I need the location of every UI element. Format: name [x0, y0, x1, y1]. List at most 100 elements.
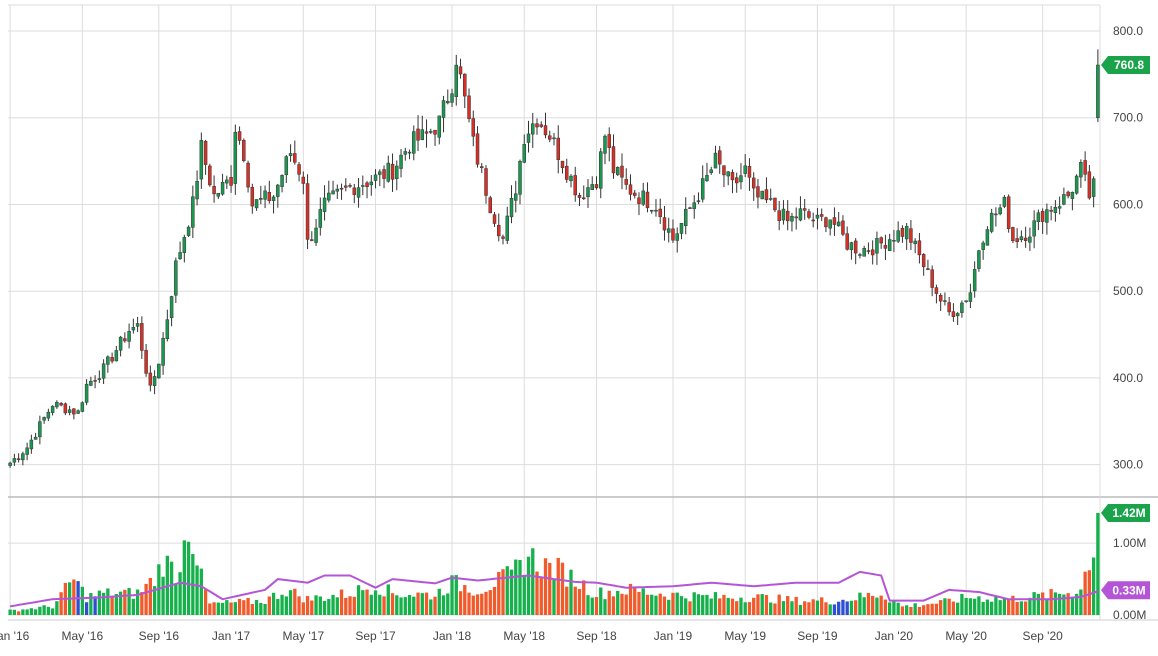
volume-bar: [84, 602, 89, 615]
volume-bar: [1083, 571, 1087, 615]
candle-body: [552, 137, 556, 140]
volume-bar: [331, 594, 335, 615]
candle-body: [1015, 238, 1019, 242]
volume-bar: [135, 589, 140, 615]
price-y-tick-label: 400.0: [1113, 371, 1143, 385]
volume-bar: [883, 599, 888, 615]
volume-bar: [1032, 592, 1036, 615]
volume-bar: [1091, 557, 1096, 615]
candle-body: [751, 177, 756, 189]
candle-body: [250, 187, 255, 207]
candle-body: [480, 166, 484, 168]
volume-bar: [849, 600, 854, 615]
candle-body: [985, 229, 990, 246]
volume-bar: [144, 583, 148, 615]
candle-body: [157, 363, 161, 379]
volume-bar: [934, 603, 939, 615]
candle-body: [989, 212, 994, 232]
volume-bar: [276, 599, 280, 615]
volume-bar: [603, 599, 607, 615]
volume-bar: [998, 600, 1002, 615]
candle-body: [790, 215, 794, 222]
candle-body: [853, 240, 858, 254]
candle-body: [565, 165, 569, 180]
volume-bar: [373, 590, 378, 615]
volume-bar: [305, 596, 310, 615]
volume-bar: [50, 608, 55, 615]
candle-body: [1006, 196, 1011, 230]
volume-bar: [662, 596, 667, 615]
candle-body: [38, 421, 42, 438]
candle-body: [514, 193, 518, 201]
volume-bar: [12, 609, 17, 615]
candle-body: [80, 402, 85, 412]
candle-body: [29, 439, 34, 450]
volume-bar: [866, 592, 871, 615]
volume-bar: [174, 583, 178, 615]
candle-body: [450, 93, 454, 103]
candle-body: [522, 144, 526, 163]
candle-body: [1032, 220, 1036, 237]
x-tick-label: May '16: [62, 629, 104, 643]
candle-body: [824, 217, 828, 228]
candle-body: [569, 175, 573, 182]
candle-body: [666, 228, 671, 233]
last-volume-badge-shape: [1101, 503, 1150, 522]
volume-bar: [344, 597, 348, 615]
candle-body: [1096, 64, 1100, 118]
candle-body: [586, 187, 590, 198]
candle-body: [220, 182, 225, 195]
candle-body: [433, 129, 437, 135]
candle-body: [1045, 209, 1049, 223]
volume-bar: [701, 595, 705, 615]
candle-body: [798, 208, 803, 221]
volume-bar: [195, 565, 199, 615]
volume-bar: [977, 596, 981, 615]
candle-body: [883, 245, 888, 249]
candle-body: [55, 401, 59, 408]
candle-body: [870, 249, 875, 256]
candle-body: [654, 209, 658, 212]
candle-body: [284, 156, 289, 176]
candle-body: [747, 166, 752, 178]
candle-body: [807, 211, 811, 218]
volume-bar: [773, 603, 777, 615]
candle-body: [352, 187, 357, 195]
volume-bar: [820, 597, 824, 615]
candle-body: [16, 458, 21, 460]
volume-bar: [705, 594, 709, 615]
candle-body: [692, 202, 696, 209]
volume-bar: [858, 592, 862, 615]
volume-y-axis: 0.00M 1.00M: [1113, 536, 1146, 622]
candle-body: [12, 458, 17, 463]
candle-body: [968, 292, 973, 302]
candle-body: [280, 175, 284, 187]
volume-bar: [896, 602, 900, 615]
candle-body: [174, 260, 178, 296]
volume-bar: [280, 594, 284, 615]
x-tick-label: May '18: [503, 629, 545, 643]
candle-body: [446, 100, 450, 104]
candle-body: [301, 176, 306, 184]
volume-bar: [271, 592, 276, 615]
candle-body: [165, 319, 170, 340]
volume-bar: [407, 595, 412, 615]
candle-body: [688, 207, 692, 209]
candle-body: [607, 134, 611, 148]
candle-body: [582, 197, 586, 200]
volume-bar: [55, 601, 59, 615]
candle-body: [628, 184, 633, 195]
candle-body: [437, 115, 442, 138]
candle-body: [526, 133, 531, 143]
candle-body: [994, 213, 998, 216]
price-y-tick-label: 800.0: [1113, 24, 1143, 38]
candle-body: [407, 151, 412, 154]
candle-body: [21, 453, 25, 461]
candle-body: [297, 164, 301, 175]
candle-body: [560, 160, 565, 168]
volume-bar: [1023, 601, 1028, 615]
volume-bar: [743, 602, 747, 615]
volume-bar: [594, 597, 599, 615]
volume-bar: [582, 580, 586, 615]
